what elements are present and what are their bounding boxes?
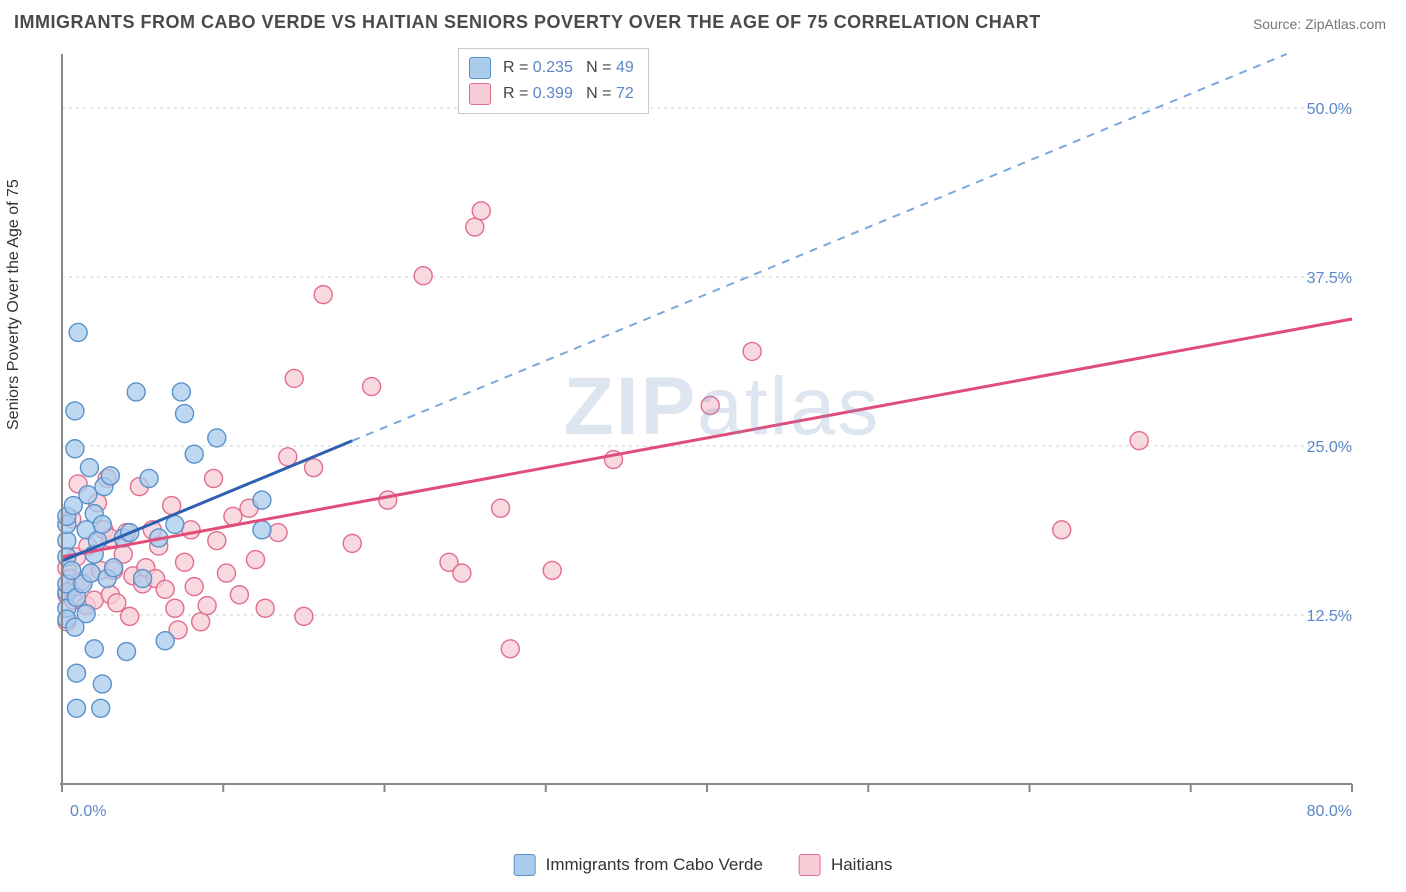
svg-text:80.0%: 80.0% (1307, 803, 1352, 820)
swatch-haitians-icon (799, 854, 821, 876)
bottom-legend: Immigrants from Cabo Verde Haitians (514, 854, 893, 876)
y-axis-label: Seniors Poverty Over the Age of 75 (5, 179, 23, 430)
swatch-haitians (469, 83, 491, 105)
scatter-svg: 12.5% 25.0% 37.5% 50.0% 0.0% 80.0% (52, 44, 1392, 834)
svg-text:0.0%: 0.0% (70, 803, 106, 820)
legend-item-haitians: Haitians (799, 854, 892, 876)
plot-area: 12.5%25.0%37.5%50.0%0.0%80.0% ZIPatlas (52, 44, 1392, 834)
legend-label-cabo: Immigrants from Cabo Verde (546, 855, 763, 875)
source-credit: Source: ZipAtlas.com (1253, 16, 1386, 32)
chart-title: IMMIGRANTS FROM CABO VERDE VS HAITIAN SE… (14, 12, 1041, 33)
swatch-cabo (469, 57, 491, 79)
legend-item-cabo: Immigrants from Cabo Verde (514, 854, 763, 876)
stats-row-haitians: R = 0.399 N = 72 (469, 81, 634, 107)
svg-text:12.5%: 12.5% (1307, 608, 1352, 625)
stats-row-cabo: R = 0.235 N = 49 (469, 55, 634, 81)
svg-text:37.5%: 37.5% (1307, 270, 1352, 287)
legend-label-haitians: Haitians (831, 855, 892, 875)
stats-legend: R = 0.235 N = 49 R = 0.399 N = 72 (458, 48, 649, 114)
svg-text:50.0%: 50.0% (1307, 101, 1352, 118)
swatch-cabo-icon (514, 854, 536, 876)
svg-text:25.0%: 25.0% (1307, 439, 1352, 456)
